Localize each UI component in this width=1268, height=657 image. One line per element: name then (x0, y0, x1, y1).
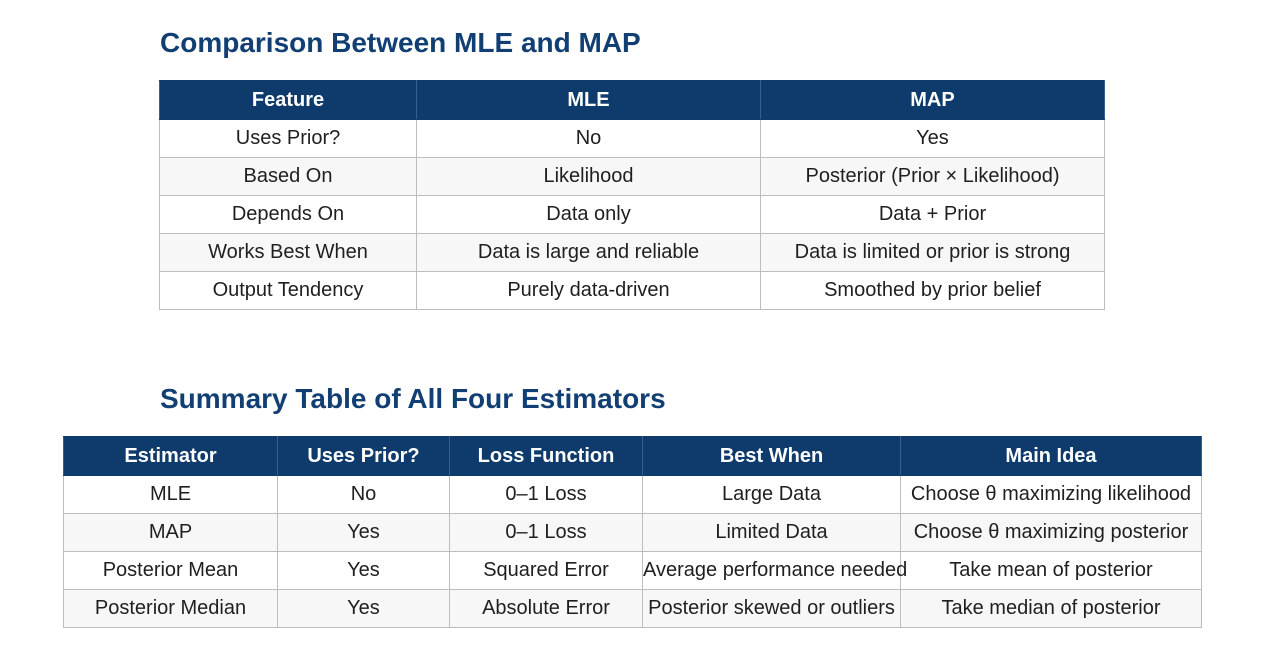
mle-cell: Data only (416, 195, 761, 234)
table-row: MAP Yes 0–1 Loss Limited Data Choose θ m… (63, 513, 1202, 552)
estimator-cell: MAP (63, 513, 278, 552)
feature-cell: Based On (159, 157, 417, 196)
table-row: Posterior Median Yes Absolute Error Post… (63, 589, 1202, 628)
uses-prior-cell: No (277, 475, 450, 514)
table-row: Posterior Mean Yes Squared Error Average… (63, 551, 1202, 590)
table-row: Depends On Data only Data + Prior (159, 195, 1105, 234)
feature-cell: Works Best When (159, 233, 417, 272)
table-row: MLE No 0–1 Loss Large Data Choose θ maxi… (63, 475, 1202, 514)
main-idea-cell: Choose θ maximizing likelihood (900, 475, 1202, 514)
header-feature: Feature (159, 80, 417, 120)
summary-title: Summary Table of All Four Estimators (160, 383, 666, 414)
map-cell: Yes (760, 119, 1105, 158)
main-idea-cell: Choose θ maximizing posterior (900, 513, 1202, 552)
estimators-summary-table: Estimator Uses Prior? Loss Function Best… (63, 436, 1202, 628)
header-main-idea: Main Idea (900, 436, 1202, 476)
main-idea-cell: Take mean of posterior (900, 551, 1202, 590)
mle-cell: Likelihood (416, 157, 761, 196)
header-best-when: Best When (642, 436, 901, 476)
estimator-cell: Posterior Median (63, 589, 278, 628)
table-header-row: Feature MLE MAP (159, 80, 1105, 120)
header-mle: MLE (416, 80, 761, 120)
loss-function-cell: Absolute Error (449, 589, 643, 628)
best-when-cell: Limited Data (642, 513, 901, 552)
map-cell: Smoothed by prior belief (760, 271, 1105, 310)
table-row: Based On Likelihood Posterior (Prior × L… (159, 157, 1105, 196)
mle-cell: Purely data-driven (416, 271, 761, 310)
estimator-cell: MLE (63, 475, 278, 514)
loss-function-cell: 0–1 Loss (449, 475, 643, 514)
map-cell: Data + Prior (760, 195, 1105, 234)
best-when-cell: Posterior skewed or outliers (642, 589, 901, 628)
header-estimator: Estimator (63, 436, 278, 476)
header-map: MAP (760, 80, 1105, 120)
main-idea-cell: Take median of posterior (900, 589, 1202, 628)
estimator-cell: Posterior Mean (63, 551, 278, 590)
loss-function-cell: Squared Error (449, 551, 643, 590)
header-loss-function: Loss Function (449, 436, 643, 476)
map-cell: Posterior (Prior × Likelihood) (760, 157, 1105, 196)
uses-prior-cell: Yes (277, 551, 450, 590)
feature-cell: Depends On (159, 195, 417, 234)
best-when-cell: Large Data (642, 475, 901, 514)
loss-function-cell: 0–1 Loss (449, 513, 643, 552)
mle-map-comparison-table: Feature MLE MAP Uses Prior? No Yes Based… (159, 80, 1105, 310)
header-uses-prior: Uses Prior? (277, 436, 450, 476)
uses-prior-cell: Yes (277, 589, 450, 628)
table-row: Uses Prior? No Yes (159, 119, 1105, 158)
table-row: Output Tendency Purely data-driven Smoot… (159, 271, 1105, 310)
best-when-cell: Average performance needed (642, 551, 907, 590)
table-header-row: Estimator Uses Prior? Loss Function Best… (63, 436, 1202, 476)
table-row: Works Best When Data is large and reliab… (159, 233, 1105, 272)
mle-cell: Data is large and reliable (416, 233, 761, 272)
mle-cell: No (416, 119, 761, 158)
comparison-title: Comparison Between MLE and MAP (160, 27, 641, 58)
uses-prior-cell: Yes (277, 513, 450, 552)
feature-cell: Uses Prior? (159, 119, 417, 158)
feature-cell: Output Tendency (159, 271, 417, 310)
map-cell: Data is limited or prior is strong (760, 233, 1105, 272)
